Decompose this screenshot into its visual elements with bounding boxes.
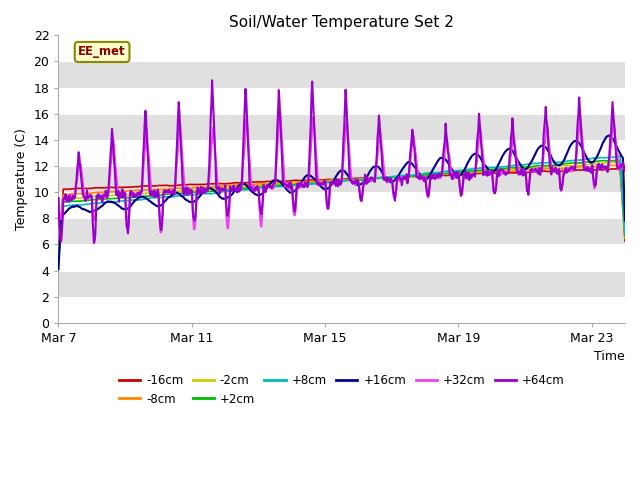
Bar	[58, 244, 625, 271]
Title: Soil/Water Temperature Set 2: Soil/Water Temperature Set 2	[229, 15, 454, 30]
X-axis label: Time: Time	[595, 350, 625, 363]
Bar	[58, 192, 625, 218]
Legend: -16cm, -8cm, -2cm, +2cm, +8cm, +16cm, +32cm, +64cm: -16cm, -8cm, -2cm, +2cm, +8cm, +16cm, +3…	[114, 369, 570, 410]
Bar	[58, 88, 625, 114]
Text: EE_met: EE_met	[78, 46, 126, 59]
Bar	[58, 297, 625, 323]
Bar	[58, 36, 625, 61]
Y-axis label: Temperature (C): Temperature (C)	[15, 128, 28, 230]
Bar	[58, 140, 625, 166]
